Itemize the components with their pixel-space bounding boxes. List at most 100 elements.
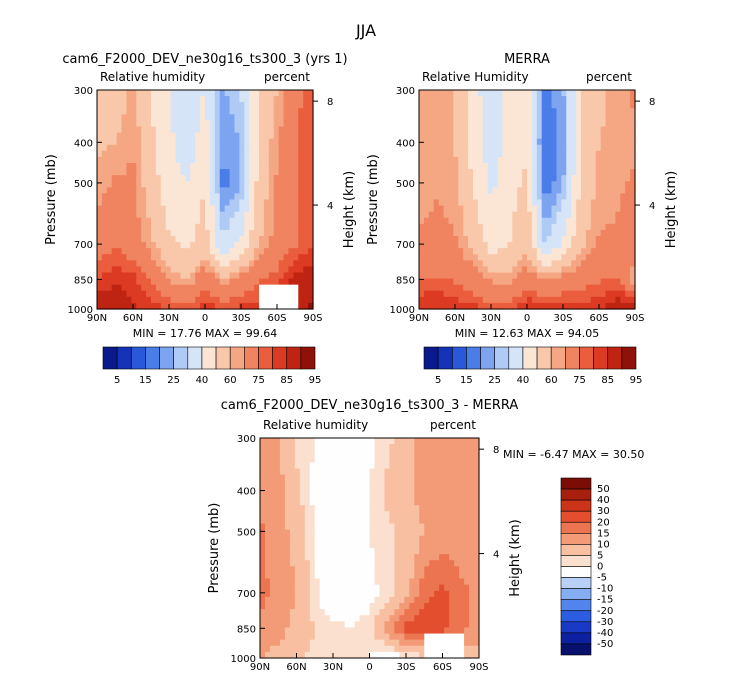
- heatmap-cell: [630, 223, 636, 231]
- heatmap-cell: [146, 120, 152, 128]
- heatmap-cell: [293, 150, 299, 158]
- heatmap-cell: [428, 175, 435, 182]
- heatmap-cell: [448, 223, 454, 231]
- heatmap-cell: [339, 462, 346, 470]
- heatmap-cell: [116, 284, 123, 292]
- heatmap-cell: [438, 163, 445, 170]
- heatmap-cell: [359, 651, 366, 659]
- heatmap-cell: [571, 248, 577, 255]
- heatmap-cell: [546, 187, 553, 195]
- heatmap-cell: [428, 102, 435, 109]
- heatmap-cell: [200, 217, 206, 225]
- heatmap-cell: [453, 193, 459, 201]
- heatmap-cell: [492, 199, 499, 207]
- heatmap-cell: [428, 90, 435, 97]
- heatmap-cell: [379, 572, 386, 580]
- heatmap-cell: [522, 156, 528, 164]
- heatmap-cell: [414, 627, 420, 635]
- y-tick-label: 700: [396, 240, 415, 251]
- heatmap-cell: [264, 639, 271, 647]
- heatmap-cell: [433, 217, 440, 225]
- heatmap-cell: [264, 462, 271, 470]
- heatmap-cell: [111, 223, 118, 231]
- heatmap-cell: [605, 284, 612, 292]
- heatmap-cell: [409, 621, 415, 629]
- heatmap-cell: [324, 627, 331, 635]
- heatmap-cell: [141, 193, 147, 201]
- heatmap-cell: [339, 584, 346, 592]
- heatmap-cell: [492, 205, 499, 213]
- heatmap-cell: [477, 278, 484, 286]
- heatmap-cell: [354, 584, 361, 592]
- heatmap-cell: [512, 193, 518, 201]
- x-tick-label: 30N: [323, 662, 343, 673]
- heatmap-cell: [116, 144, 123, 152]
- heatmap-cell: [487, 163, 494, 170]
- heatmap-cell: [595, 223, 602, 231]
- heatmap-cell: [424, 450, 430, 457]
- heatmap-cell: [369, 486, 376, 494]
- heatmap-cell: [571, 150, 577, 158]
- heatmap-cell: [244, 187, 250, 195]
- heatmap-cell: [304, 529, 311, 537]
- heatmap-cell: [595, 90, 602, 97]
- heatmap-cell: [414, 609, 420, 616]
- heatmap-cell: [449, 517, 455, 525]
- heatmap-cell: [379, 621, 386, 629]
- heatmap-cell: [459, 615, 465, 622]
- blank-cell: [444, 645, 450, 653]
- heatmap-cell: [195, 284, 201, 292]
- heatmap-cell: [273, 236, 280, 243]
- heatmap-cell: [389, 438, 395, 445]
- heatmap-cell: [469, 450, 475, 457]
- colorbar-swatch: [480, 346, 495, 370]
- heatmap-cell: [263, 242, 270, 249]
- heatmap-cell: [239, 211, 245, 219]
- heatmap-cell: [299, 480, 306, 488]
- heatmap-cell: [434, 456, 440, 464]
- heatmap-cell: [160, 132, 167, 140]
- heatmap-cell: [605, 236, 612, 243]
- heatmap-cell: [482, 296, 489, 304]
- heatmap-cell: [389, 523, 395, 531]
- heatmap-cell: [561, 284, 567, 292]
- heatmap-cell: [146, 132, 152, 140]
- heatmap-cell: [541, 138, 548, 146]
- heatmap-cell: [443, 114, 450, 122]
- heatmap-cell: [474, 590, 480, 598]
- heatmap-cell: [502, 96, 508, 103]
- heatmap-cell: [571, 284, 577, 292]
- heatmap-cell: [200, 181, 206, 188]
- heatmap-cell: [289, 639, 296, 647]
- heatmap-cell: [556, 90, 562, 97]
- heatmap-cell: [309, 541, 316, 549]
- heatmap-cell: [314, 517, 321, 525]
- blank-cell: [278, 290, 285, 298]
- heatmap-cell: [463, 181, 469, 188]
- heatmap-cell: [419, 278, 425, 286]
- heatmap-cell: [369, 572, 376, 580]
- heatmap-cell: [474, 548, 480, 555]
- heatmap-cell: [283, 169, 290, 176]
- heatmap-cell: [209, 126, 216, 134]
- heatmap-cell: [116, 187, 123, 195]
- heatmap-cell: [299, 474, 306, 482]
- heatmap-cell: [324, 444, 331, 451]
- heatmap-cell: [541, 108, 548, 115]
- heatmap-cell: [394, 560, 400, 567]
- heatmap-cell: [458, 187, 464, 195]
- heatmap-cell: [279, 548, 286, 555]
- heatmap-cell: [141, 96, 147, 103]
- heatmap-cell: [527, 217, 533, 225]
- heatmap-cell: [344, 633, 351, 641]
- heatmap-cell: [309, 633, 316, 641]
- heatmap-cell: [473, 175, 479, 182]
- heatmap-cell: [269, 529, 276, 537]
- heatmap-cell: [615, 278, 621, 286]
- heatmap-cell: [279, 480, 286, 488]
- heatmap-cell: [334, 651, 341, 659]
- heatmap-cell: [571, 260, 577, 268]
- heatmap-cell: [625, 236, 631, 243]
- heatmap-cell: [299, 554, 306, 561]
- heatmap-cell: [424, 609, 430, 616]
